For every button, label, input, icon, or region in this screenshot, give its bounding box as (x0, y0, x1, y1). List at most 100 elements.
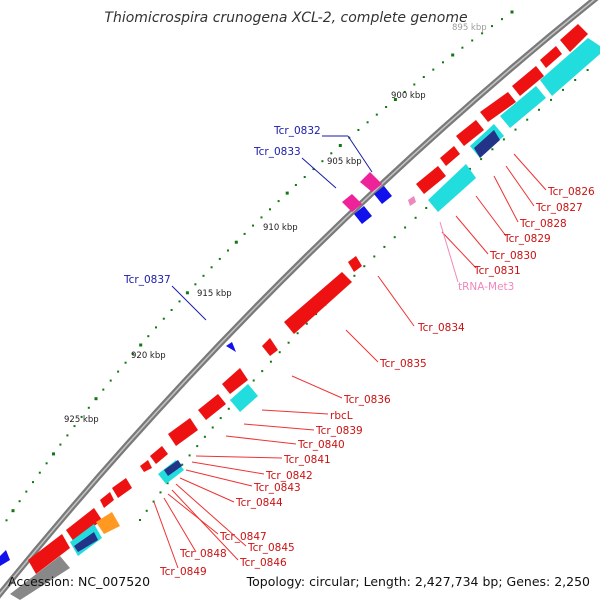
gene-arrow[interactable] (348, 256, 362, 272)
gene-label-tcr-0845[interactable]: Tcr_0845 (247, 542, 295, 554)
gene-arrow[interactable] (96, 512, 120, 534)
tick-mark (155, 326, 157, 329)
tick-mark (185, 291, 189, 295)
gene-label-tcr-0834[interactable]: Tcr_0834 (417, 322, 465, 334)
gene-arrow[interactable] (222, 368, 248, 394)
tick-mark (162, 317, 165, 320)
tick-mark (538, 108, 540, 111)
gene-arrow[interactable] (560, 24, 588, 52)
tick-mark (480, 158, 483, 161)
tick-mark (147, 335, 150, 338)
gene-arrow[interactable] (10, 556, 70, 600)
gene-arrow[interactable] (480, 92, 516, 122)
gene-label-tcr-0839[interactable]: Tcr_0839 (315, 425, 363, 437)
tick-mark (414, 216, 417, 219)
gene-arrow[interactable] (440, 146, 460, 166)
tick-mark (203, 435, 206, 438)
tick-mark (159, 491, 162, 494)
tick-mark (422, 76, 425, 78)
gene-arrow[interactable] (28, 534, 70, 574)
gene-arrow[interactable] (474, 130, 500, 158)
tick-mark (574, 79, 577, 81)
gene-label-tcr-0844[interactable]: Tcr_0844 (235, 497, 283, 509)
reverse-gene-track (0, 172, 392, 566)
tick-mark (366, 121, 369, 124)
gene-arrow[interactable] (540, 46, 562, 68)
gene-label-tcr-0840[interactable]: Tcr_0840 (297, 439, 345, 451)
gene-arrow[interactable] (140, 460, 152, 472)
tick-mark (269, 360, 272, 363)
tick-mark (363, 265, 366, 268)
gene-arrow[interactable] (540, 38, 600, 96)
gene-arrow[interactable] (500, 86, 546, 128)
tick-mark (413, 83, 416, 86)
gene-arrow[interactable] (360, 172, 382, 192)
tick-mark (586, 69, 589, 71)
tick-mark (32, 481, 34, 484)
tick-mark (194, 283, 197, 286)
gene-label-tcr-0842[interactable]: Tcr_0842 (265, 470, 313, 482)
gene-label-tcr-0837[interactable]: Tcr_0837 (123, 274, 171, 286)
tick-mark (305, 322, 308, 325)
gene-label-rbcl[interactable]: rbcL (330, 410, 353, 422)
gene-label-tcr-0831[interactable]: Tcr_0831 (473, 265, 521, 277)
tick-mark (59, 443, 62, 446)
gene-arrow[interactable] (456, 120, 484, 146)
tick-mark (353, 274, 356, 277)
tick-mark (550, 98, 552, 101)
scale-label-905: 905 kbp (327, 157, 362, 167)
scale-label-910: 910 kbp (263, 223, 298, 233)
tick-mark (109, 379, 112, 382)
gene-arrow[interactable] (198, 394, 226, 420)
tick-mark (188, 454, 191, 457)
gene-arrow[interactable] (66, 508, 102, 542)
tick-mark (269, 208, 271, 211)
gene-arrow[interactable] (230, 384, 258, 412)
gene-arrow[interactable] (112, 478, 132, 498)
gene-arrow[interactable] (374, 186, 392, 204)
gene-label-tcr-0849[interactable]: Tcr_0849 (159, 566, 207, 578)
gene-arrow[interactable] (342, 194, 362, 212)
gene-label-tcr-0827[interactable]: Tcr_0827 (535, 202, 583, 214)
tick-mark (227, 249, 229, 252)
scale-label-895: 895 kbp (452, 23, 487, 33)
gene-label-tcr-0830[interactable]: Tcr_0830 (489, 250, 537, 262)
gene-label-tcr-0841[interactable]: Tcr_0841 (283, 454, 331, 466)
gene-label-tcr-0826[interactable]: Tcr_0826 (547, 186, 595, 198)
tick-mark (502, 138, 505, 141)
tick-mark (526, 118, 529, 121)
gene-label-tcr-0836[interactable]: Tcr_0836 (343, 394, 391, 406)
gene-label-tcr-0848[interactable]: Tcr_0848 (179, 548, 227, 560)
tick-mark (166, 482, 169, 485)
tick-mark (501, 18, 503, 21)
gene-label-tcr-0833[interactable]: Tcr_0833 (253, 146, 301, 158)
gene-arrow[interactable] (164, 460, 182, 476)
gene-arrow[interactable] (408, 196, 416, 206)
gene-arrow[interactable] (428, 164, 476, 212)
gene-label-tcr-0846[interactable]: Tcr_0846 (239, 557, 287, 569)
gene-arrow[interactable] (150, 446, 168, 464)
gene-arrow[interactable] (74, 532, 98, 552)
gene-arrow[interactable] (416, 166, 446, 194)
label-leader-lines (153, 135, 547, 569)
gene-label-trna-met3[interactable]: tRNA-Met3 (458, 281, 514, 293)
gene-label-tcr-0832[interactable]: Tcr_0832 (273, 125, 321, 137)
tick-mark (178, 300, 181, 303)
gene-label-tcr-0847[interactable]: Tcr_0847 (219, 531, 267, 543)
gene-arrow[interactable] (354, 206, 372, 224)
gene-arrow[interactable] (262, 338, 278, 356)
secondary-gene-track (10, 38, 600, 600)
gene-arrow[interactable] (0, 550, 10, 566)
gene-arrow[interactable] (284, 272, 352, 334)
tick-mark (252, 379, 255, 382)
gene-arrow[interactable] (168, 418, 198, 446)
gene-arrow[interactable] (512, 66, 544, 96)
gene-label-tcr-0828[interactable]: Tcr_0828 (519, 218, 567, 230)
gene-arrow[interactable] (226, 342, 236, 352)
gene-label-tcr-0829[interactable]: Tcr_0829 (503, 233, 551, 245)
tick-mark (468, 167, 471, 170)
gene-label-tcr-0835[interactable]: Tcr_0835 (379, 358, 427, 370)
gene-arrow[interactable] (100, 492, 114, 508)
gene-label-tcr-0843[interactable]: Tcr_0843 (253, 482, 301, 494)
